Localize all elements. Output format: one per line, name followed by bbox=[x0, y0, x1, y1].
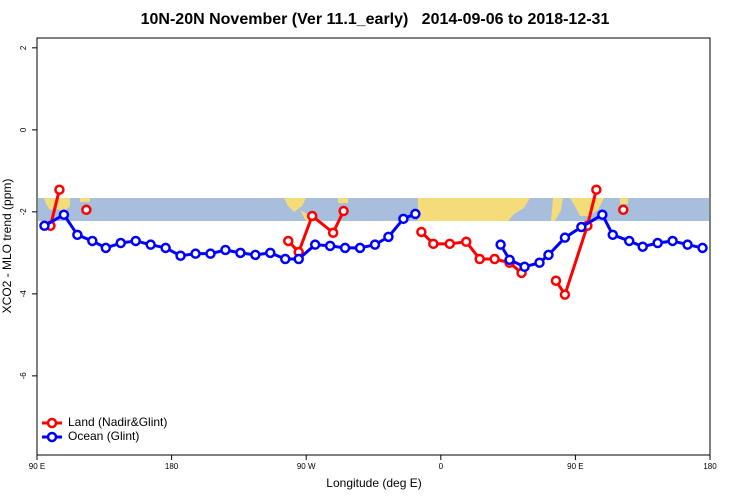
data-point bbox=[428, 238, 439, 250]
data-point bbox=[324, 240, 336, 252]
legend-marker bbox=[46, 417, 58, 429]
y-axis-label: XCO2 - MLO trend (ppm) bbox=[0, 179, 14, 314]
data-point bbox=[543, 249, 554, 261]
y-tick-label: -2 bbox=[19, 208, 28, 216]
data-point bbox=[667, 235, 678, 247]
data-point bbox=[623, 235, 635, 247]
data-point bbox=[280, 253, 291, 265]
y-tick-label: 2 bbox=[19, 45, 28, 50]
plot-frame bbox=[36, 37, 711, 456]
data-point bbox=[81, 204, 92, 216]
map-band bbox=[38, 198, 709, 221]
data-point bbox=[489, 253, 500, 265]
data-point bbox=[534, 257, 545, 268]
x-tick-label: 90 E bbox=[567, 462, 583, 471]
legend-marker bbox=[46, 431, 58, 443]
data-point bbox=[576, 221, 587, 233]
data-point bbox=[519, 261, 530, 273]
data-point bbox=[652, 237, 663, 249]
data-point bbox=[220, 244, 231, 256]
x-tick-label: 90 E bbox=[29, 462, 45, 471]
data-point bbox=[115, 237, 127, 249]
data-point bbox=[160, 242, 171, 254]
data-point bbox=[682, 239, 693, 250]
data-point bbox=[591, 184, 602, 195]
data-point bbox=[327, 227, 339, 239]
data-point bbox=[293, 253, 304, 265]
data-point bbox=[175, 250, 186, 261]
chart-title: 10N-20N November (Ver 11.1_early) 2014-0… bbox=[141, 11, 610, 28]
data-point bbox=[559, 289, 571, 300]
data-point bbox=[283, 235, 294, 247]
data-point bbox=[87, 235, 98, 247]
y-tick-label: -4 bbox=[19, 290, 28, 298]
x-tick-label: 90 W bbox=[297, 462, 316, 471]
data-point bbox=[618, 204, 629, 216]
legend-label: Land (Nadir&Glint) bbox=[68, 415, 167, 429]
data-point bbox=[495, 239, 506, 250]
data-point bbox=[597, 209, 608, 220]
data-point bbox=[416, 226, 427, 238]
data-point bbox=[383, 231, 394, 243]
data-point bbox=[39, 220, 50, 232]
data-point bbox=[559, 232, 571, 243]
data-point bbox=[504, 254, 515, 266]
data-point bbox=[474, 253, 485, 265]
x-tick-label: 180 bbox=[165, 462, 179, 471]
data-point bbox=[309, 239, 321, 250]
data-point bbox=[100, 242, 112, 254]
data-point bbox=[235, 247, 246, 259]
data-point bbox=[54, 184, 65, 195]
data-point bbox=[550, 275, 562, 286]
data-point bbox=[145, 239, 156, 250]
data-point bbox=[265, 247, 276, 259]
data-point bbox=[190, 248, 201, 259]
data-point bbox=[460, 236, 472, 248]
data-point bbox=[444, 238, 456, 250]
x-axis-label: Longitude (deg E) bbox=[326, 476, 421, 490]
data-point bbox=[338, 205, 349, 217]
data-point bbox=[339, 242, 351, 254]
data-point bbox=[697, 242, 708, 254]
y-tick-label: -6 bbox=[19, 372, 28, 380]
data-point bbox=[205, 248, 216, 259]
data-point bbox=[398, 213, 409, 225]
data-point bbox=[250, 249, 261, 261]
data-point bbox=[354, 242, 366, 254]
data-point bbox=[410, 208, 421, 220]
x-tick-label: 0 bbox=[439, 462, 444, 471]
y-tick-label: 0 bbox=[19, 127, 28, 132]
x-tick-label: 180 bbox=[703, 462, 717, 471]
data-point bbox=[637, 241, 648, 252]
data-point bbox=[607, 229, 619, 241]
data-point bbox=[130, 235, 141, 247]
legend-label: Ocean (Glint) bbox=[68, 429, 139, 443]
data-point bbox=[306, 210, 318, 222]
data-point bbox=[58, 209, 70, 220]
data-point bbox=[72, 229, 83, 241]
data-point bbox=[369, 239, 381, 250]
